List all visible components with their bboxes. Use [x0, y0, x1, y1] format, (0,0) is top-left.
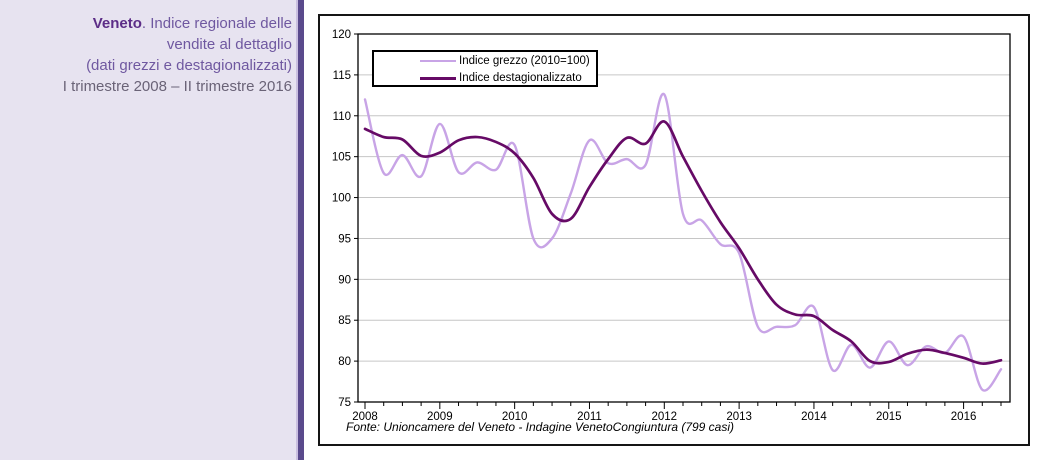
y-axis-label: 90	[338, 274, 351, 286]
y-axis-label: 85	[338, 315, 351, 327]
legend-entry-destagionalizzato: Indice destagionalizzato	[374, 70, 596, 86]
y-axis-label: 95	[338, 233, 351, 245]
title-line-1: Veneto. Indice regionale delle	[92, 15, 292, 32]
x-axis-year-label: 2008	[352, 411, 378, 423]
sidebar-panel	[0, 0, 296, 460]
vertical-divider	[296, 0, 304, 460]
chart-legend: Indice grezzo (2010=100) Indice destagio…	[372, 50, 598, 87]
legend-line-swatch-destagionalizzato	[420, 76, 456, 80]
legend-entry-grezzo: Indice grezzo (2010=100)	[374, 53, 596, 69]
title-region: Veneto	[92, 15, 142, 32]
y-axis-label: 110	[333, 111, 351, 123]
source-note: Fonte: Unioncamere del Veneto - Indagine…	[346, 420, 735, 434]
y-axis-label: 120	[332, 29, 351, 41]
chart-container: 75 80 85 90 95 100 105 110 115 120 2008 2009 2010 201…	[318, 14, 1030, 446]
x-axis-year-label: 2010	[502, 411, 528, 423]
series-line-destagionalizzato	[363, 120, 1003, 365]
y-axis-label: 80	[338, 356, 351, 368]
legend-label-destagionalizzato: Indice destagionalizzato	[459, 72, 582, 84]
legend-line-swatch-grezzo	[420, 60, 456, 62]
title-line-2: vendite al dettaglio	[166, 36, 292, 53]
x-axis-year-label: 2013	[726, 411, 752, 423]
title-line-4: I trimestre 2008 – II trimestre 2016	[62, 78, 292, 95]
x-axis-year-label: 2014	[801, 411, 827, 423]
y-axis-label: 105	[332, 152, 351, 164]
x-axis-year-label: 2015	[876, 411, 902, 423]
series-line-grezzo	[363, 93, 1003, 392]
x-axis-year-label: 2016	[951, 411, 977, 423]
plot-border	[357, 33, 1011, 403]
y-axis-label: 115	[333, 70, 351, 82]
title-line-3: (dati grezzi e destagionalizzati)	[86, 57, 292, 74]
y-axis-label: 75	[338, 397, 351, 409]
x-axis-year-label: 2009	[427, 411, 453, 423]
legend-label-grezzo: Indice grezzo (2010=100)	[459, 55, 590, 67]
x-axis-year-label: 2012	[651, 411, 677, 423]
y-axis-label: 100	[332, 193, 351, 205]
figure-title: Veneto. Indice regionale delle vendite a…	[0, 13, 292, 97]
x-axis-year-label: 2011	[577, 411, 602, 423]
